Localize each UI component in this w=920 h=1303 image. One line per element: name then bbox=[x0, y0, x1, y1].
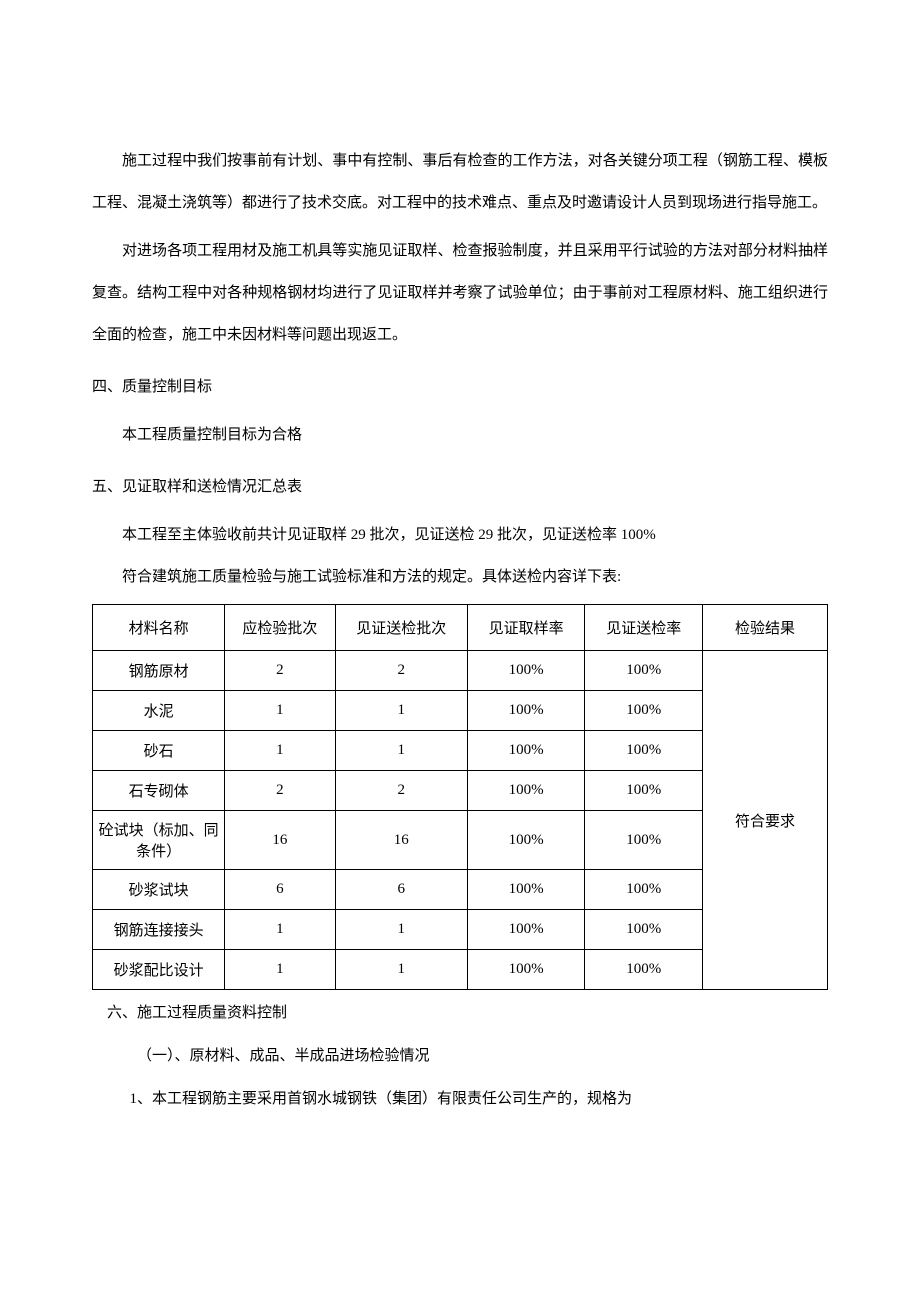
paragraph-2: 对进场各项工程用材及施工机具等实施见证取样、检查报验制度，并且采用平行试验的方法… bbox=[92, 230, 828, 356]
table-cell: 钢筋连接接头 bbox=[93, 910, 225, 950]
section-4-heading: 四、质量控制目标 bbox=[92, 366, 828, 408]
table-cell: 石专砌体 bbox=[93, 771, 225, 811]
table-cell: 1 bbox=[335, 950, 467, 990]
table-cell: 1 bbox=[225, 910, 335, 950]
section-5-line1: 本工程至主体验收前共计见证取样 29 批次，见证送检 29 批次，见证送检率 1… bbox=[92, 514, 828, 556]
table-cell: 1 bbox=[335, 910, 467, 950]
table-cell: 1 bbox=[335, 731, 467, 771]
table-header-row: 材料名称 应检验批次 见证送检批次 见证取样率 见证送检率 检验结果 bbox=[93, 605, 828, 651]
table-cell: 100% bbox=[585, 691, 703, 731]
table-cell: 100% bbox=[467, 870, 585, 910]
table-cell: 6 bbox=[225, 870, 335, 910]
table-cell: 砼试块（标加、同条件） bbox=[93, 811, 225, 870]
paragraph-1: 施工过程中我们按事前有计划、事中有控制、事后有检查的工作方法，对各关键分项工程（… bbox=[92, 140, 828, 224]
table-cell: 2 bbox=[335, 651, 467, 691]
table-cell: 100% bbox=[467, 691, 585, 731]
table-cell: 100% bbox=[585, 771, 703, 811]
table-cell: 100% bbox=[585, 910, 703, 950]
table-header: 材料名称 bbox=[93, 605, 225, 651]
table-cell: 100% bbox=[467, 950, 585, 990]
section-6-sub1: （一）、原材料、成品、半成品进场检验情况 bbox=[92, 1037, 828, 1076]
section-6-heading: 六、施工过程质量资料控制 bbox=[92, 994, 828, 1033]
table-cell: 砂浆试块 bbox=[93, 870, 225, 910]
table-cell: 2 bbox=[335, 771, 467, 811]
table-cell: 1 bbox=[225, 691, 335, 731]
table-header: 应检验批次 bbox=[225, 605, 335, 651]
table-row: 钢筋原材 2 2 100% 100% 符合要求 bbox=[93, 651, 828, 691]
table-cell: 100% bbox=[467, 771, 585, 811]
table-cell: 砂浆配比设计 bbox=[93, 950, 225, 990]
table-cell: 2 bbox=[225, 651, 335, 691]
table-cell: 100% bbox=[585, 950, 703, 990]
table-cell: 2 bbox=[225, 771, 335, 811]
table-cell: 1 bbox=[225, 731, 335, 771]
section-6-item1: 1、本工程钢筋主要采用首钢水城钢铁（集团）有限责任公司生产的，规格为 bbox=[92, 1080, 828, 1119]
table-header: 检验结果 bbox=[703, 605, 828, 651]
table-body: 钢筋原材 2 2 100% 100% 符合要求 水泥 1 1 100% 100%… bbox=[93, 651, 828, 990]
table-cell: 100% bbox=[467, 910, 585, 950]
table-cell: 100% bbox=[585, 811, 703, 870]
table-cell: 钢筋原材 bbox=[93, 651, 225, 691]
section-5-heading: 五、见证取样和送检情况汇总表 bbox=[92, 466, 828, 508]
section-5-line2: 符合建筑施工质量检验与施工试验标准和方法的规定。具体送检内容详下表: bbox=[92, 556, 828, 598]
table-cell: 100% bbox=[585, 651, 703, 691]
table-cell: 水泥 bbox=[93, 691, 225, 731]
section-4-content: 本工程质量控制目标为合格 bbox=[92, 414, 828, 456]
table-cell: 16 bbox=[335, 811, 467, 870]
table-cell: 1 bbox=[335, 691, 467, 731]
table-cell: 1 bbox=[225, 950, 335, 990]
table-cell: 100% bbox=[467, 651, 585, 691]
table-cell-result: 符合要求 bbox=[703, 651, 828, 990]
table-cell: 100% bbox=[585, 731, 703, 771]
table-cell: 16 bbox=[225, 811, 335, 870]
table-cell: 砂石 bbox=[93, 731, 225, 771]
table-cell: 6 bbox=[335, 870, 467, 910]
table-cell: 100% bbox=[467, 731, 585, 771]
table-header: 见证取样率 bbox=[467, 605, 585, 651]
table-header: 见证送检率 bbox=[585, 605, 703, 651]
table-cell: 100% bbox=[467, 811, 585, 870]
inspection-table: 材料名称 应检验批次 见证送检批次 见证取样率 见证送检率 检验结果 钢筋原材 … bbox=[92, 604, 828, 990]
table-header: 见证送检批次 bbox=[335, 605, 467, 651]
table-cell: 100% bbox=[585, 870, 703, 910]
